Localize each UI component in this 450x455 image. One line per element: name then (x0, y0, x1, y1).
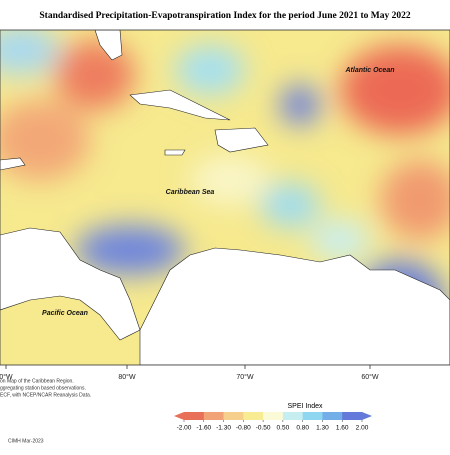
colorbar-segment (282, 412, 303, 420)
colorbar-label: -1.60 (196, 425, 211, 432)
longitude-label: 60°W (361, 373, 379, 381)
colorbar-end (174, 412, 184, 420)
colorbar-segment (203, 412, 224, 420)
map: Atlantic Ocean Caribbean Sea Pacific Oce… (0, 30, 450, 365)
colorbar-label: -1.30 (216, 425, 231, 432)
colorbar-label: -2.00 (177, 425, 192, 432)
credit: ggregating station based observations. (0, 385, 86, 391)
longitude-label: 70°W (236, 373, 254, 381)
longitude-label: 80°W (118, 373, 136, 381)
credit: ECF, with NCEP/NCAR Reanalysis Data. (0, 392, 91, 398)
credit: on Map of the Caribbean Region. (0, 378, 74, 384)
colorbar-end (362, 412, 372, 420)
colorbar-segment (342, 412, 363, 420)
colorbar: -2.00 -1.60 -1.30 -0.80 -0.50 0.50 0.80 1.30 1.6… (174, 412, 372, 432)
colorbar-segment (223, 412, 244, 420)
colorbar-segment (184, 412, 205, 420)
colorbar-segment (322, 412, 343, 420)
ocean-label: Caribbean Sea (166, 189, 215, 196)
longitude-axis: 0°W 80°W 70°W 60°W (0, 365, 379, 381)
footer: CIMH Mar-2023 (8, 438, 44, 444)
colorbar-label: -0.80 (236, 425, 251, 432)
colorbar-segment (263, 412, 284, 420)
colorbar-segment (302, 412, 323, 420)
ocean-label: Atlantic Ocean (344, 67, 394, 74)
colorbar-label: 0.80 (296, 425, 309, 432)
colorbar-label: 1.60 (336, 425, 349, 432)
map-frame (0, 29, 450, 366)
colorbar-segment (243, 412, 264, 420)
colorbar-label: 0.50 (277, 425, 290, 432)
ocean-label: Pacific Ocean (42, 310, 88, 317)
colorbar-label: 1.30 (316, 425, 329, 432)
title: Standardised Precipitation-Evapotranspir… (39, 11, 410, 21)
legend-title: SPEI Index (287, 403, 323, 410)
colorbar-label: 2.00 (356, 425, 369, 432)
colorbar-label: -0.50 (256, 425, 271, 432)
longitude-label: 0°W (0, 373, 13, 381)
